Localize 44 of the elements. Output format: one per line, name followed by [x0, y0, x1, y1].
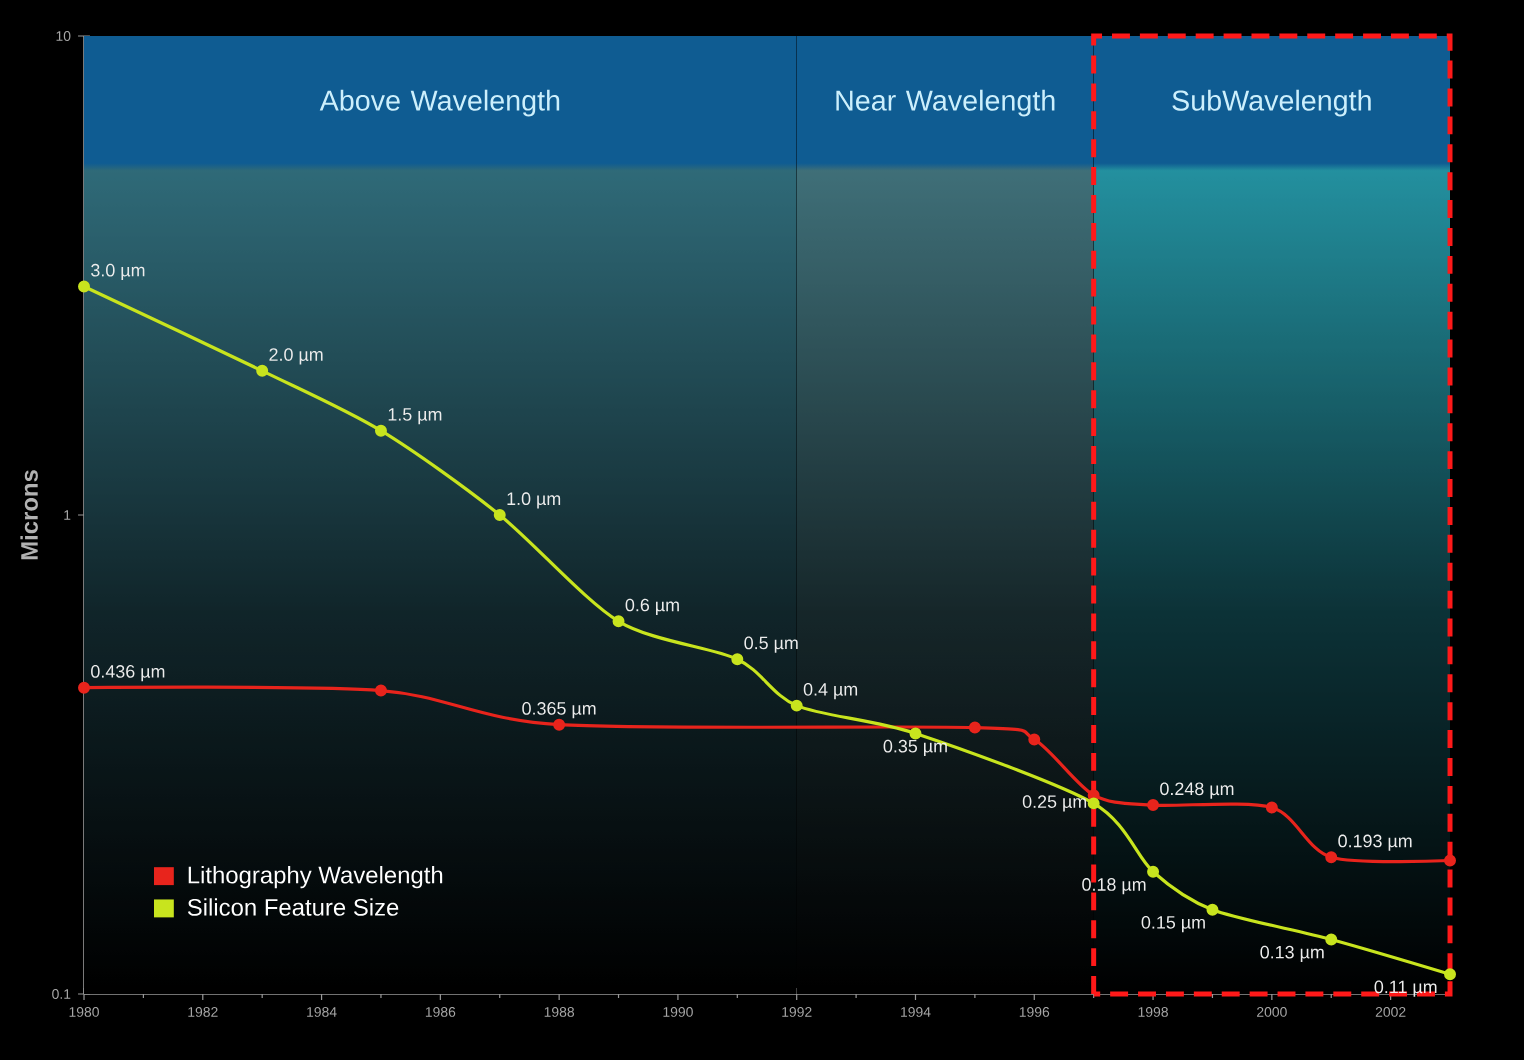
point [1028, 733, 1041, 746]
data-label: 1.5 µm [388, 408, 442, 425]
point [612, 615, 625, 628]
point [909, 727, 922, 740]
point [553, 718, 566, 731]
point [1206, 903, 1219, 916]
point [78, 681, 90, 694]
point [1087, 797, 1100, 810]
data-label: 0.25 µm [1022, 795, 1087, 812]
data-label: 0.4 µm [803, 682, 858, 700]
point [1325, 851, 1338, 864]
band-label: Near Wavelength [836, 89, 1055, 117]
legend-label: Silicon Feature Size [187, 898, 399, 916]
band-label: SubWavelength [1172, 89, 1371, 117]
data-label: 0.248 µm [1160, 782, 1234, 799]
point [78, 280, 90, 293]
data-label: 0.15 µm [1141, 916, 1205, 933]
point [731, 653, 744, 666]
data-label: 0.193 µm [1338, 834, 1412, 851]
point [1444, 854, 1457, 867]
point [374, 684, 387, 697]
point [374, 424, 387, 437]
data-label: 1.0 µm [507, 492, 561, 509]
point [1147, 799, 1160, 812]
point [1147, 865, 1160, 878]
data-label: 0.365 µm [522, 702, 596, 719]
data-label: 0.13 µm [1260, 945, 1324, 963]
data-label: 3.0 µm [91, 263, 145, 281]
data-label: 0.5 µm [744, 636, 798, 653]
point [256, 364, 269, 377]
point [1265, 801, 1278, 814]
point [1325, 933, 1338, 946]
band-label: Above Wavelength [319, 89, 560, 117]
data-label: 0.436 µm [91, 665, 165, 682]
point [968, 721, 981, 734]
point [790, 699, 803, 712]
point [1444, 968, 1457, 981]
data-label: 0.6 µm [625, 598, 679, 615]
data-label: 2.0 µm [269, 348, 323, 365]
legend-label: Lithography Wavelength [188, 866, 443, 889]
y-axis-title: Microns [20, 470, 38, 560]
data-label: 0.35 µm [883, 739, 947, 757]
data-label: 0.18 µm [1082, 878, 1146, 895]
point [493, 509, 506, 521]
